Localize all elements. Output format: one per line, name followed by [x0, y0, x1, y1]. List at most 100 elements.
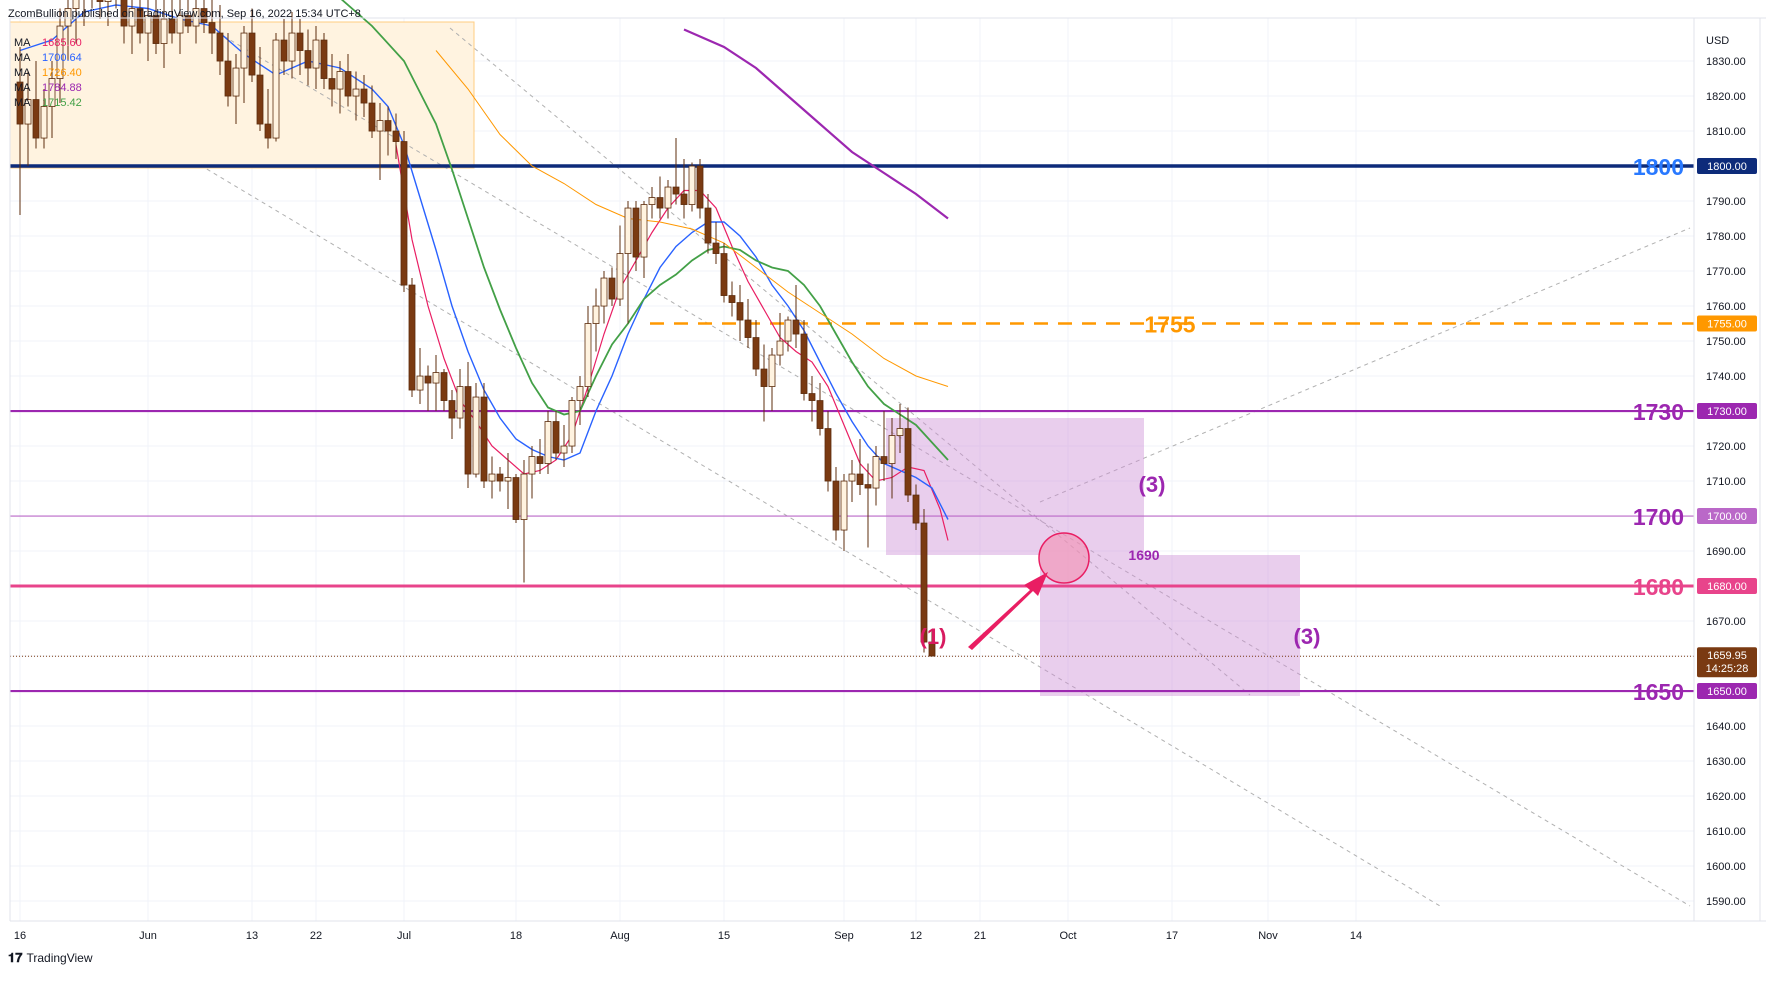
candle-body — [56, 25, 64, 79]
candle-body — [456, 386, 464, 419]
candle-body — [280, 39, 288, 62]
candle-body — [96, 0, 104, 2]
prior-range-box — [9, 21, 475, 169]
candle-body — [728, 295, 736, 303]
level-label-1650: 1650 — [1633, 679, 1684, 705]
candle-body — [920, 522, 928, 643]
price-tick-label: 1820.00 — [1706, 91, 1746, 103]
price-tick-label: 1670.00 — [1706, 616, 1746, 628]
candle-body — [368, 102, 376, 132]
last-price-value: 1659.95 — [1707, 650, 1747, 662]
level-label-1700: 1700 — [1633, 504, 1684, 530]
candle-body — [576, 386, 584, 401]
trend-line-main — [209, 27, 1691, 907]
price-tick-label: 1600.00 — [1706, 861, 1746, 873]
candle-body — [536, 456, 544, 464]
ma-line-5 — [683, 28, 949, 220]
candle-body — [712, 242, 720, 254]
candle-body — [256, 74, 264, 125]
candle-body — [616, 253, 624, 300]
ma-legend: MA 1685.60 MA 1700.64 MA 1726.40 MA 1784.88 MA 17… — [14, 37, 82, 109]
candle-body — [232, 67, 240, 97]
breakdown-circle — [1038, 532, 1090, 584]
trend-line-rising — [1039, 227, 1691, 503]
candle-body — [792, 319, 800, 335]
price-tag-bg-1680 — [1697, 578, 1757, 595]
time-tick-label: Oct — [1059, 930, 1076, 942]
candle-body — [584, 323, 592, 387]
candle-body — [152, 15, 160, 44]
time-tick-label: 15 — [718, 930, 730, 942]
legend-value: 1700.64 — [42, 52, 82, 64]
price-tag-bg-1650 — [1697, 683, 1757, 700]
candle-body — [592, 305, 600, 324]
candle-body — [888, 435, 896, 464]
candle-body — [864, 484, 872, 489]
candle-body — [16, 81, 24, 125]
candles — [16, 0, 936, 657]
candle-body — [688, 165, 696, 205]
candle-body — [136, 8, 144, 34]
price-tick-label: 1590.00 — [1706, 896, 1746, 908]
candle-body — [880, 456, 888, 464]
target-zone — [1040, 555, 1300, 696]
candle-body — [720, 253, 728, 296]
tradingview-watermark[interactable]: 𝟏𝟕 TradingView — [8, 950, 93, 966]
candle-body — [752, 337, 760, 370]
candle-body — [336, 71, 344, 90]
legend-value: 1726.40 — [42, 67, 82, 79]
time-tick-label: Sep — [834, 930, 854, 942]
level-label-1680: 1680 — [1633, 574, 1684, 600]
time-tick-label: 18 — [510, 930, 522, 942]
candle-body — [344, 71, 352, 97]
candle-body — [664, 186, 672, 209]
candle-body — [400, 141, 408, 286]
annotations: (1) (3) (3) 1690 — [920, 472, 1320, 650]
ma-line-3 — [340, 0, 949, 461]
candle-body — [408, 284, 416, 391]
candle-body — [72, 0, 80, 9]
tradingview-logo-icon: 𝟏𝟕 — [8, 950, 23, 965]
candle-body — [360, 88, 368, 104]
trend-line-lower — [199, 164, 1441, 907]
time-axis-ticks: 16 Jun 13 22 Jul 18 Aug 15 Sep 12 21 Oct 17 Nov 14 — [14, 930, 1362, 942]
candle-body — [520, 473, 528, 520]
watermark-label: TradingView — [26, 951, 93, 965]
legend-label: MA — [14, 97, 31, 109]
zone-1690-label: 1690 — [1128, 547, 1159, 563]
candle-body — [912, 494, 920, 524]
time-tick-label: 13 — [246, 930, 258, 942]
candle-body — [480, 396, 488, 482]
candle-body — [496, 473, 504, 482]
price-axis-currency: USD — [1706, 35, 1729, 47]
price-tick-label: 1720.00 — [1706, 441, 1746, 453]
candle-body — [672, 186, 680, 195]
candle-body — [24, 99, 32, 125]
candle-body — [32, 99, 40, 139]
arrow-icon — [968, 572, 1048, 650]
candle-body — [40, 106, 48, 139]
candle-body — [736, 302, 744, 321]
candle-body — [608, 277, 616, 300]
candle-body — [784, 319, 792, 342]
candle-body — [128, 8, 136, 27]
candle-body — [320, 39, 328, 79]
time-tick-label: Jul — [397, 930, 411, 942]
time-tick-label: 12 — [910, 930, 922, 942]
candle-body — [64, 8, 72, 27]
candle-body — [328, 78, 336, 90]
candle-body — [464, 386, 472, 475]
legend-value: 1784.88 — [42, 82, 82, 94]
legend-label: MA — [14, 37, 31, 49]
candle-body — [808, 393, 816, 401]
ma-line-4 — [435, 50, 949, 387]
level-label-1800: 1800 — [1633, 154, 1684, 180]
candle-body — [632, 207, 640, 258]
candle-body — [176, 15, 184, 34]
candle-body — [904, 428, 912, 496]
candle-body — [896, 428, 904, 436]
candle-body — [744, 319, 752, 338]
candle-body — [704, 207, 712, 244]
